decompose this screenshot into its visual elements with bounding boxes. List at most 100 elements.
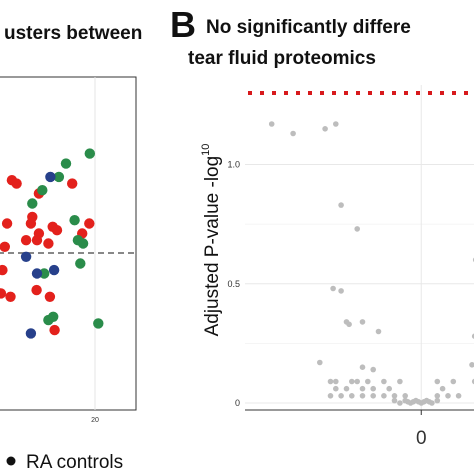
panel-b-ylabel: Adjusted P-value -log10 xyxy=(200,144,223,337)
panel-b-point-29 xyxy=(439,385,446,392)
panel-b-point-32 xyxy=(349,393,355,399)
panel-a-point-green-9 xyxy=(77,238,89,249)
panel-a-point-red-20 xyxy=(0,241,10,252)
panel-b-point-19 xyxy=(365,378,371,385)
panel-b-point-2 xyxy=(322,126,328,132)
panel-b-point-31 xyxy=(338,393,344,399)
panel-a-point-green-5 xyxy=(60,158,72,169)
panel-b-point-1 xyxy=(290,130,296,137)
panel-a-point-green-12 xyxy=(48,311,59,322)
panel-a-point-red-19 xyxy=(49,324,60,336)
panel-b-plot: 0 0.5 1.0 0 xyxy=(227,85,474,449)
panel-b-point-13 xyxy=(359,364,366,371)
panel-a-point-red-0 xyxy=(0,264,8,276)
panel-a-point-red-11 xyxy=(27,211,38,223)
panel-b-point-0 xyxy=(268,121,275,127)
panel-b-point-11 xyxy=(375,328,382,335)
panel-a-point-green-0 xyxy=(27,198,38,209)
panel-b-gridlines xyxy=(245,85,474,410)
panel-b-point-15 xyxy=(327,378,334,385)
panel-b-point-49 xyxy=(434,397,441,404)
panel-a-title: usters between xyxy=(4,23,142,44)
panel-a-point-green-4 xyxy=(53,171,65,183)
panel-a-point-red-14 xyxy=(51,225,63,236)
panel-b-y-ticks: 0 0.5 1.0 xyxy=(227,160,240,408)
panel-a-point-red-18 xyxy=(44,291,56,302)
panel-b-frame xyxy=(245,85,474,410)
panel-b-point-16 xyxy=(333,378,339,385)
panel-a-point-blue-1 xyxy=(25,328,37,339)
panel-b-point-54 xyxy=(426,399,433,405)
panel-b-point-56 xyxy=(471,333,474,339)
panel-a-point-green-2 xyxy=(39,268,50,279)
panel-a-point-red-7 xyxy=(31,284,42,296)
panel-b-title-line2: tear fluid proteomics xyxy=(188,48,376,69)
panel-b-point-53 xyxy=(421,399,427,405)
panel-a-point-red-17 xyxy=(84,218,95,229)
panel-b-point-24 xyxy=(333,385,339,392)
panel-a-point-green-10 xyxy=(84,148,96,159)
panel-a-point-red-10 xyxy=(11,178,22,189)
panel-b-x-ticks: 0 xyxy=(416,410,427,449)
panel-b-point-5 xyxy=(354,226,361,232)
panel-b-point-20 xyxy=(381,378,387,385)
panel-b-point-4 xyxy=(338,202,344,208)
panel-b-ylabel-superscript: 10 xyxy=(200,144,212,156)
panel-b-points xyxy=(268,121,474,406)
panel-b-point-12 xyxy=(317,359,323,366)
panel-b-point-40 xyxy=(455,393,462,399)
panel-a-points xyxy=(0,148,104,339)
panel-b-point-51 xyxy=(410,399,417,405)
panel-b-ylabel-group: Adjusted P-value -log10 xyxy=(200,144,223,337)
panel-a-point-red-3 xyxy=(20,235,32,246)
panel-b-point-23 xyxy=(450,378,457,385)
panel-b-y-tick-label-1: 0.5 xyxy=(227,279,240,289)
panel-b-point-9 xyxy=(346,321,352,328)
panel-b-y-tick-label-0: 0 xyxy=(235,398,240,408)
panel-a-point-red-2 xyxy=(5,291,16,302)
panel-b-point-6 xyxy=(330,285,336,292)
panel-a-point-blue-0 xyxy=(20,251,32,262)
panel-b-point-17 xyxy=(349,378,355,385)
panel-b-point-30 xyxy=(327,393,334,399)
panel-a-point-green-11 xyxy=(93,318,104,329)
panel-b-point-34 xyxy=(370,393,377,399)
panel-a-point-green-1 xyxy=(37,185,48,196)
panel-b-point-7 xyxy=(338,288,344,294)
panel-b-point-14 xyxy=(370,366,377,373)
panel-b-point-57 xyxy=(471,378,474,385)
panel-a-point-red-12 xyxy=(43,238,54,249)
panel-a-point-blue-3 xyxy=(45,171,56,183)
panel-b-point-21 xyxy=(397,378,403,385)
panel-b-point-26 xyxy=(359,385,366,392)
panel-b-letter: B xyxy=(170,4,196,45)
panel-b-point-3 xyxy=(333,121,339,127)
panel-b-point-52 xyxy=(415,399,422,405)
panel-a-point-green-6 xyxy=(69,215,80,226)
panel-a-point-red-1 xyxy=(1,218,13,229)
legend-label-ra-controls: RA controls xyxy=(26,452,123,473)
panel-a-plot: 20 xyxy=(0,76,137,424)
panel-b-point-25 xyxy=(343,385,350,392)
panel-b-point-37 xyxy=(402,393,409,399)
panel-a-point-red-21 xyxy=(0,288,7,299)
panel-a-point-green-8 xyxy=(75,258,86,269)
legend-marker-ra-controls xyxy=(6,456,16,466)
panel-b-point-18 xyxy=(354,378,361,385)
panel-b-point-55 xyxy=(469,362,474,368)
panel-b-point-36 xyxy=(391,393,398,399)
panel-b-point-35 xyxy=(381,393,387,399)
panel-b-point-39 xyxy=(445,393,451,399)
panel-b-point-38 xyxy=(434,393,441,399)
panel-a-x-tick-label: 20 xyxy=(91,417,99,424)
panel-a-point-red-15 xyxy=(67,178,78,189)
panel-a-point-blue-2 xyxy=(31,268,43,279)
panel-b-point-27 xyxy=(370,385,377,392)
panel-b-point-33 xyxy=(359,393,366,399)
panel-b-ylabel-text: Adjusted P-value -log xyxy=(202,156,223,337)
panel-b-point-10 xyxy=(359,319,366,325)
panel-a-point-blue-4 xyxy=(48,264,60,276)
panel-b-point-22 xyxy=(434,378,441,385)
panel-b-y-tick-label-2: 1.0 xyxy=(227,160,240,170)
